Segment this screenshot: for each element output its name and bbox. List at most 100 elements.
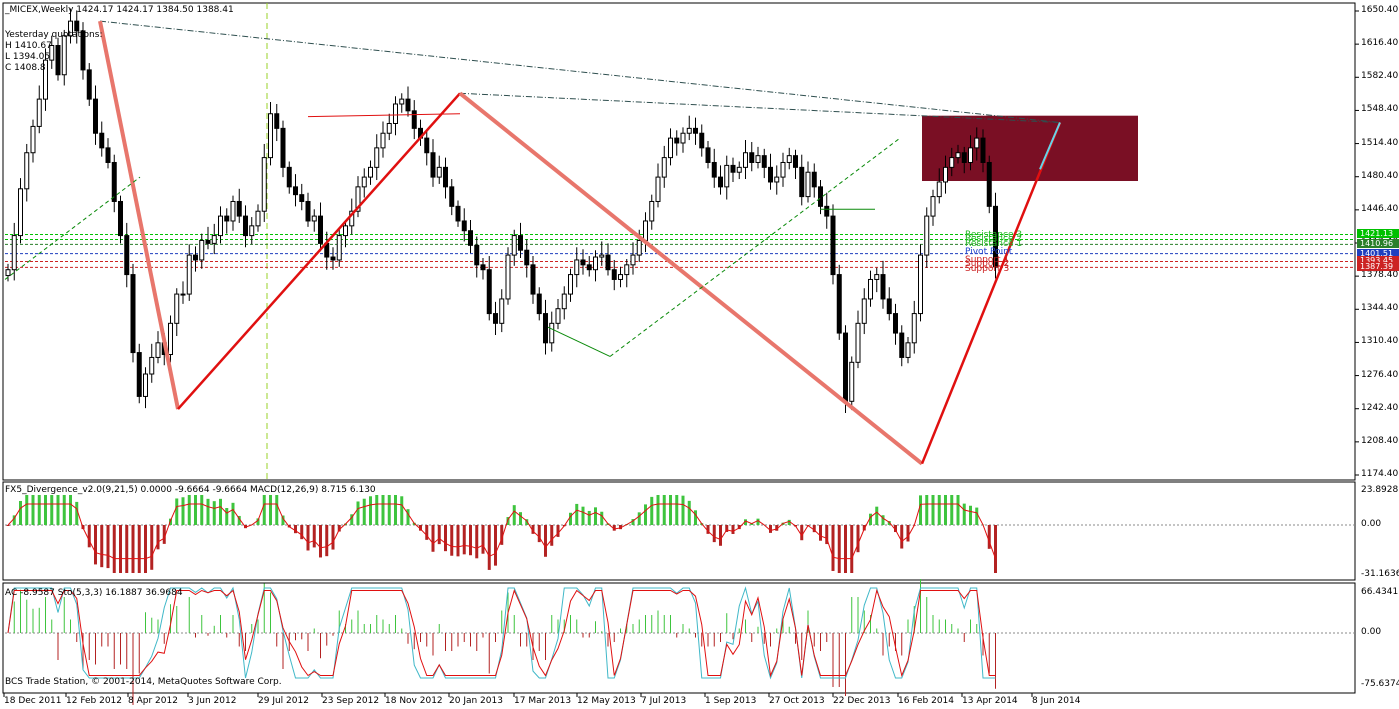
macd-bar: [775, 525, 779, 531]
candle-body: [518, 235, 523, 251]
candle-body: [86, 69, 92, 100]
candle-body: [536, 293, 542, 315]
candle-body: [774, 176, 780, 183]
pivot-label: Resistance 2: [965, 234, 1023, 245]
candle-body: [755, 155, 761, 163]
price-axis-label: 1650.40: [1361, 5, 1399, 15]
candle-body: [568, 274, 573, 295]
macd-bar: [212, 501, 216, 525]
candle-body: [305, 200, 311, 222]
candle-body: [793, 155, 798, 168]
macd-bar: [819, 525, 822, 541]
candle-body: [261, 157, 267, 212]
macd-bar: [262, 495, 266, 525]
resistance-line: [307, 113, 461, 118]
macd-bar: [462, 525, 466, 555]
macd-bar: [6, 525, 10, 526]
macd-bar: [156, 525, 160, 550]
candle-body: [380, 132, 386, 149]
macd-bar: [962, 503, 966, 525]
date-axis-label: 13 Apr 2014: [962, 696, 1018, 706]
candle-body: [399, 98, 405, 105]
candle-body: [155, 342, 161, 358]
macd-bar: [337, 525, 341, 532]
macd-bar: [125, 525, 129, 573]
candle-body: [624, 264, 630, 276]
candle-body: [861, 298, 867, 324]
macd-bar: [256, 518, 260, 525]
macd-bar: [706, 525, 710, 534]
candle-body: [105, 147, 111, 163]
candle-body: [830, 215, 836, 276]
macd-bar: [275, 495, 279, 525]
green-channel-line: [4, 176, 141, 280]
date-axis-label: 3 Jun 2012: [188, 696, 237, 706]
pivot-label: Support 1: [965, 254, 1010, 265]
candle-body: [880, 274, 886, 300]
macd-bar: [812, 525, 816, 533]
candle-body: [993, 205, 998, 268]
macd-bar: [975, 507, 979, 525]
macd-bar: [137, 525, 141, 573]
candle-body: [293, 186, 298, 196]
candle-body: [668, 137, 673, 159]
macd-bar: [12, 515, 16, 525]
macd-bar: [131, 525, 135, 573]
macd-bar: [581, 506, 585, 525]
macd-bar: [844, 525, 847, 573]
macd-bar: [644, 504, 647, 525]
macd-bar: [56, 495, 60, 525]
candle-body: [493, 313, 498, 324]
macd-bar: [269, 495, 272, 525]
macd-bar: [944, 495, 947, 525]
copyright: BCS Trade Station, © 2001-2014, MetaQuot…: [5, 677, 282, 687]
candle-body: [836, 274, 842, 334]
price-tag: 1393.45: [1357, 256, 1399, 266]
candle-body: [680, 132, 686, 144]
date-axis-label: 29 Jul 2012: [258, 696, 309, 706]
price-axis-label: 1480.40: [1361, 170, 1399, 181]
macd-bar: [25, 495, 29, 525]
macd-bar: [481, 525, 485, 554]
supply-zone: [922, 115, 1138, 182]
macd-bar: [631, 519, 635, 525]
candle-body: [943, 166, 948, 183]
macd-bar: [744, 519, 747, 525]
candle-body: [343, 225, 348, 237]
macd-bar: [737, 525, 741, 530]
candle-body: [80, 30, 86, 71]
macd-bar: [437, 525, 441, 545]
candle-body: [211, 235, 217, 244]
candle-body: [599, 254, 605, 258]
macd-bar: [350, 514, 354, 525]
candle-body: [636, 239, 642, 256]
candle-body: [718, 176, 723, 188]
date-axis-label: 18 Nov 2012: [385, 696, 443, 706]
macd-bar: [112, 525, 116, 573]
macd-bar: [487, 525, 491, 570]
macd-bar: [881, 515, 885, 525]
date-axis-label: 22 Dec 2013: [833, 696, 891, 706]
macd-bar: [719, 525, 722, 546]
macd-bar: [119, 525, 122, 573]
macd-bar: [531, 525, 535, 534]
macd-bar: [969, 505, 972, 525]
price-axis-label: 1208.40: [1361, 435, 1399, 446]
candle-body: [980, 137, 986, 163]
green-channel-line-2: [609, 137, 901, 357]
macd-header: FX5_Divergence_v2.0(9,21,5) 0.0000 -9.66…: [5, 485, 376, 495]
candle-body: [974, 137, 980, 149]
stoch-signal-line: [7, 588, 996, 678]
candle-body: [118, 200, 123, 237]
macd-bar: [575, 503, 579, 525]
date-axis-label: 17 Mar 2013: [514, 696, 572, 706]
date-axis-label: 12 May 2013: [577, 696, 636, 706]
candle-body: [799, 166, 805, 198]
macd-bar: [637, 512, 641, 525]
pivot-label: Support 3: [965, 263, 1010, 274]
support-line-2: [547, 326, 611, 357]
date-axis-label: 1 Sep 2013: [705, 696, 757, 706]
date-axis-label: 8 Jun 2014: [1032, 696, 1081, 706]
macd-bar: [206, 498, 210, 525]
macd-bar: [925, 495, 929, 525]
